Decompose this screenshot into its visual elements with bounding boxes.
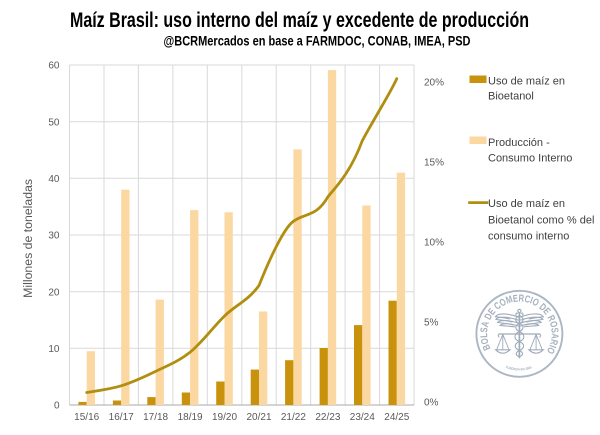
svg-text:10: 10 (48, 344, 60, 355)
svg-text:Millones de toneladas: Millones de toneladas (21, 179, 35, 298)
svg-text:24/25: 24/25 (384, 412, 409, 423)
svg-text:21/22: 21/22 (281, 412, 306, 423)
svg-text:16/17: 16/17 (109, 412, 134, 423)
svg-text:Bioetanol: Bioetanol (488, 91, 534, 103)
svg-text:0%: 0% (424, 398, 439, 409)
svg-text:5%: 5% (424, 318, 439, 329)
svg-text:23/24: 23/24 (350, 412, 375, 423)
svg-text:0: 0 (54, 401, 60, 412)
svg-text:Consumo Interno: Consumo Interno (488, 152, 572, 164)
svg-text:Uso de maíz en: Uso de maíz en (488, 198, 565, 210)
svg-text:consumo interno: consumo interno (488, 230, 569, 242)
svg-text:20/21: 20/21 (246, 412, 271, 423)
svg-text:20%: 20% (424, 78, 444, 89)
svg-text:19/20: 19/20 (212, 412, 237, 423)
svg-text:40: 40 (48, 174, 60, 185)
svg-text:@BCRMercados en base a FARMDOC: @BCRMercados en base a FARMDOC, CONAB, I… (164, 33, 471, 49)
svg-text:22/23: 22/23 (315, 412, 340, 423)
svg-text:Producción -: Producción - (488, 137, 550, 149)
svg-text:Bioetanol como % del: Bioetanol como % del (488, 215, 594, 227)
svg-text:Maíz Brasil: uso interno del m: Maíz Brasil: uso interno del maíz y exce… (70, 9, 529, 32)
svg-text:50: 50 (48, 117, 60, 128)
svg-text:10%: 10% (424, 238, 444, 249)
svg-text:17/18: 17/18 (143, 412, 168, 423)
svg-text:60: 60 (48, 61, 60, 72)
svg-text:FUNDADA EN 1884: FUNDADA EN 1884 (505, 365, 532, 372)
svg-text:15/16: 15/16 (74, 412, 99, 423)
svg-text:18/19: 18/19 (178, 412, 203, 423)
svg-text:30: 30 (48, 231, 60, 242)
svg-text:20: 20 (48, 287, 60, 298)
svg-text:15%: 15% (424, 158, 444, 169)
svg-text:Uso de maíz en: Uso de maíz en (488, 76, 565, 88)
